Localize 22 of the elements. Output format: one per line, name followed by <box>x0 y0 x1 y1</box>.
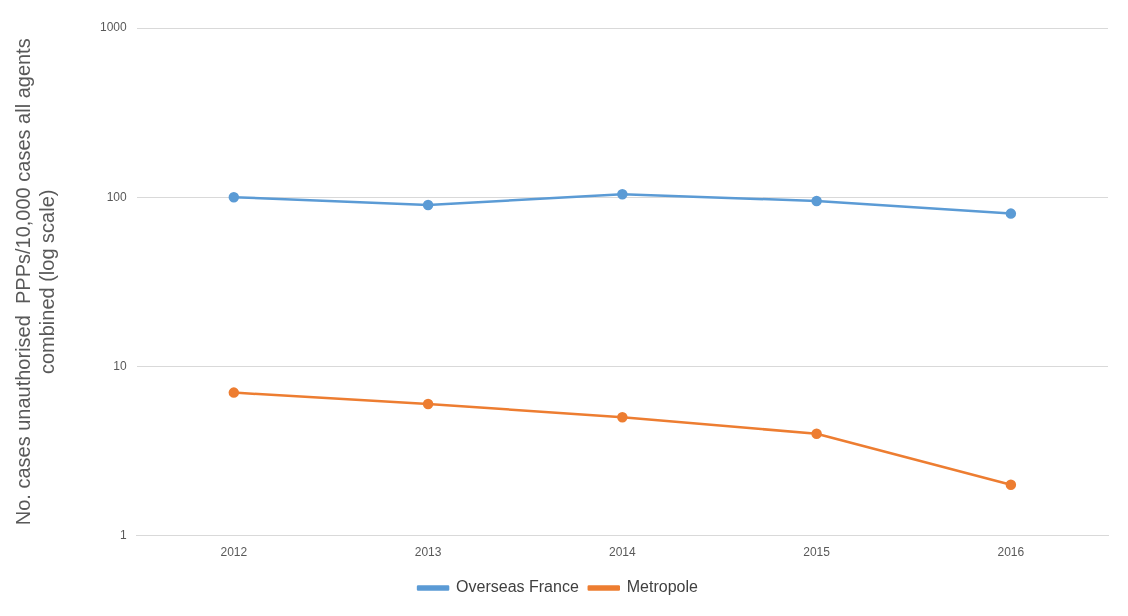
point <box>617 412 628 423</box>
x-tick-label: 2012 <box>220 545 248 560</box>
x-tick-label: 2014 <box>609 545 637 560</box>
point <box>422 199 434 211</box>
point <box>811 428 822 439</box>
point <box>811 195 822 207</box>
point <box>228 387 240 398</box>
x-tick-label: 2016 <box>997 545 1025 560</box>
point <box>617 189 628 200</box>
y-tick-label: 10 <box>113 358 128 373</box>
point <box>422 398 434 410</box>
y-tick-label: 100 <box>106 189 128 204</box>
x-tick-label: 2013 <box>414 545 442 560</box>
x-tick-label: 2015 <box>803 545 831 560</box>
legend-label: Overseas France <box>456 578 579 596</box>
point <box>1005 208 1017 219</box>
y-tick-label: 1 <box>120 527 128 542</box>
point <box>1005 479 1017 490</box>
y-tick-label: 1000 <box>99 20 128 35</box>
y-axis-title: No. cases unauthorised PPPs/10,000 cases all agents combined (log scale) <box>11 38 58 526</box>
point <box>228 191 240 203</box>
legend-label: Metropole <box>626 578 699 596</box>
